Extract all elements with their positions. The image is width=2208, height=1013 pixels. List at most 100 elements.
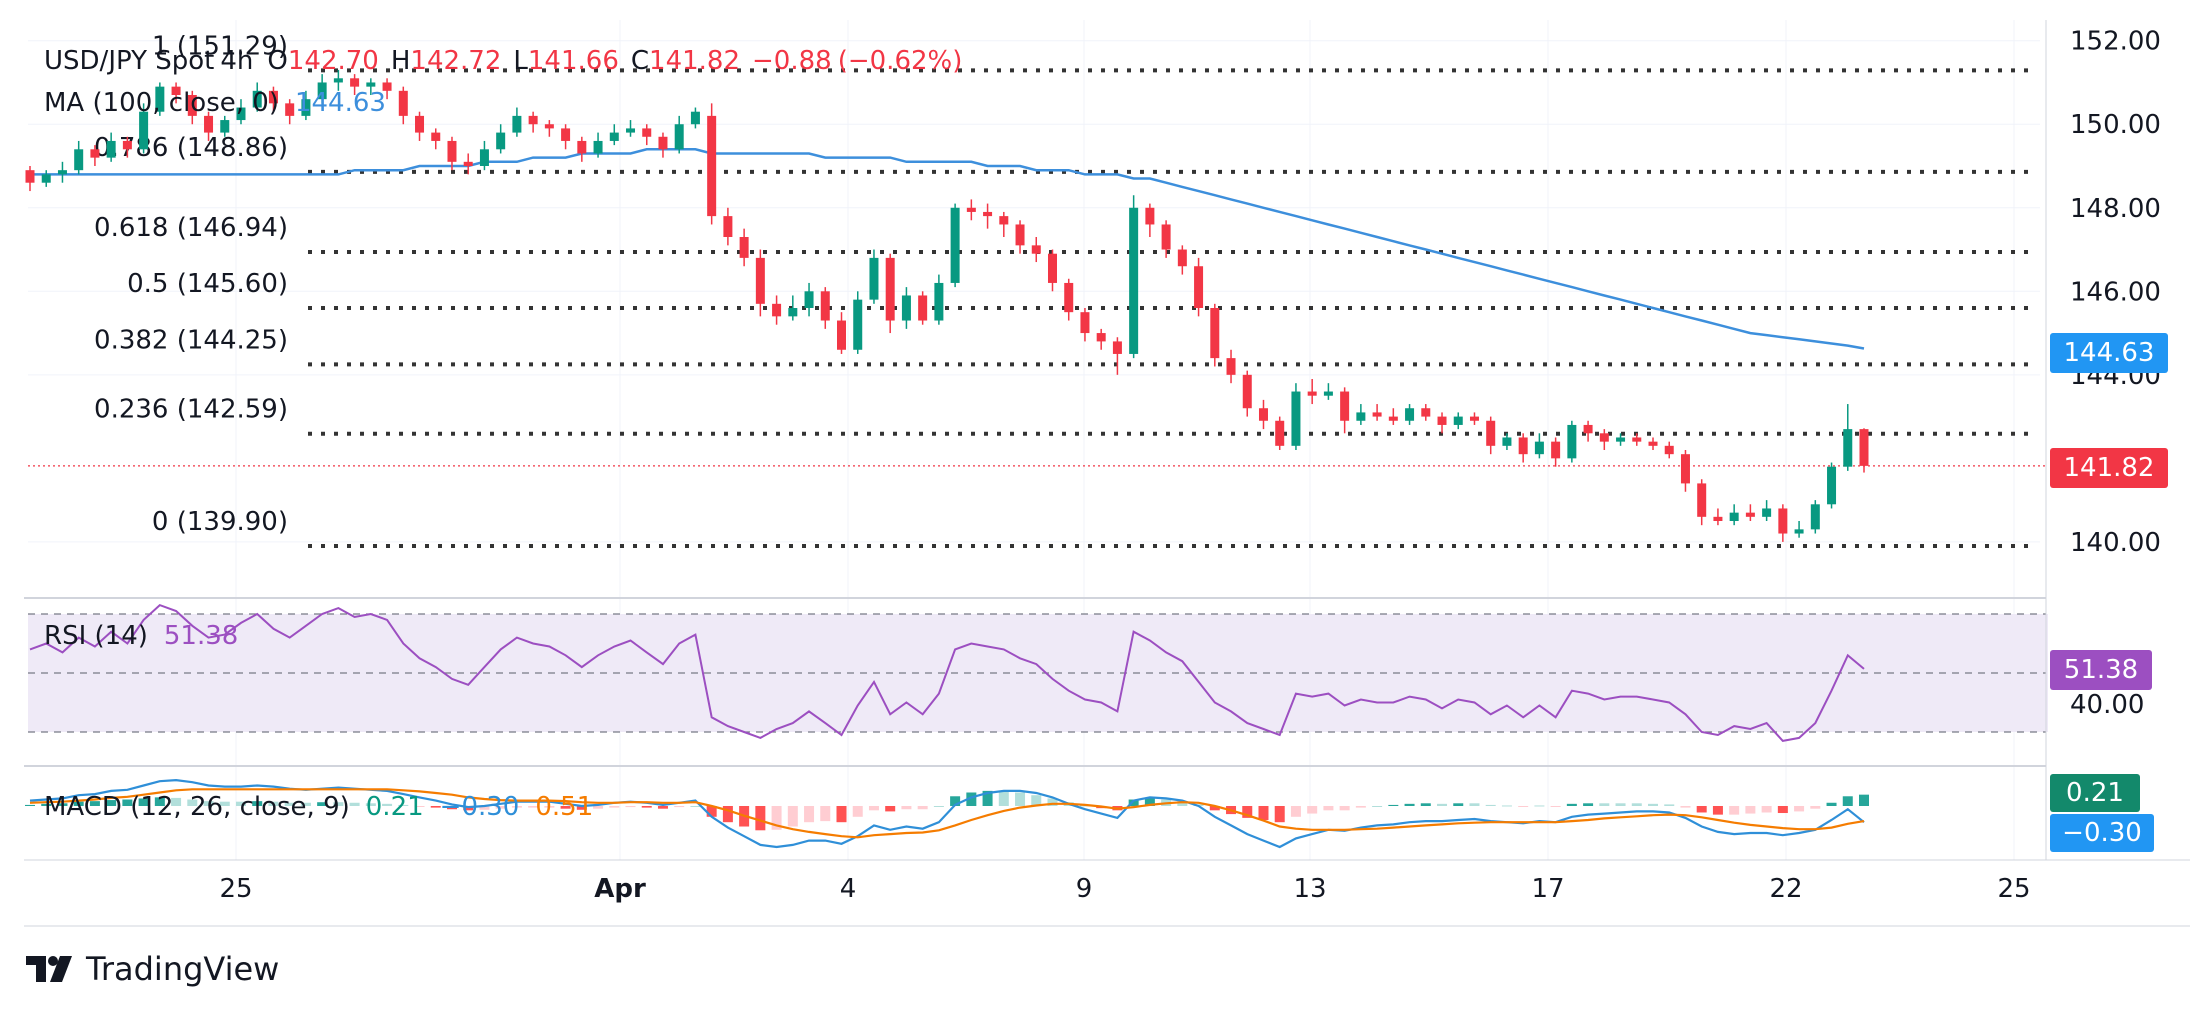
macd-histogram-bar bbox=[1144, 798, 1155, 806]
macd-histogram-bar bbox=[1566, 803, 1577, 806]
candle-down bbox=[1112, 341, 1122, 354]
candle-down bbox=[1161, 224, 1171, 250]
candle-down bbox=[707, 115, 717, 217]
open-value: 142.70 bbox=[287, 46, 379, 76]
macd-pane bbox=[25, 778, 1869, 849]
candle-up bbox=[41, 174, 51, 183]
candle-up bbox=[934, 282, 944, 321]
macd-histogram-bar bbox=[1031, 795, 1042, 806]
macd-histogram-bar bbox=[106, 800, 117, 806]
macd-histogram-bar bbox=[868, 806, 879, 811]
candle-down bbox=[1096, 333, 1106, 342]
macd-histogram-bar bbox=[1859, 794, 1869, 806]
candle-down bbox=[1680, 454, 1690, 484]
candle-up bbox=[1291, 391, 1301, 446]
fib-level-label: 0.236 (142.59) bbox=[94, 395, 288, 425]
macd-histogram-bar bbox=[755, 806, 766, 831]
macd-histogram-bar bbox=[1518, 806, 1529, 807]
candle-down bbox=[642, 128, 652, 137]
macd-histogram-bar bbox=[430, 806, 441, 808]
candle-down bbox=[1664, 445, 1674, 455]
candle-up bbox=[496, 132, 506, 150]
macd-histogram-bar bbox=[1339, 806, 1350, 811]
x-tick-label: 9 bbox=[1076, 874, 1093, 904]
macd-histogram-bar bbox=[41, 803, 52, 806]
candle-up bbox=[366, 82, 376, 87]
macd-histogram-bar bbox=[1712, 806, 1723, 815]
macd-histogram-bar bbox=[885, 806, 896, 812]
open-label: O bbox=[267, 46, 288, 76]
candle-down bbox=[1340, 391, 1350, 421]
candle-up bbox=[1405, 408, 1415, 421]
grid-lines bbox=[28, 20, 2040, 860]
macd-histogram-bar bbox=[1469, 803, 1480, 806]
ma-value: 144.63 bbox=[294, 88, 386, 118]
candle-down bbox=[1064, 282, 1074, 313]
fib-level-label: 0.618 (146.94) bbox=[94, 213, 288, 243]
candle-up bbox=[1567, 424, 1577, 459]
macd-histogram-bar bbox=[1177, 801, 1188, 806]
change-value: −0.88 bbox=[752, 46, 832, 76]
macd-histogram-bar bbox=[1209, 806, 1220, 811]
macd-histogram-bar bbox=[1242, 806, 1253, 818]
macd-histogram-bar bbox=[560, 806, 571, 809]
macd-histogram-bar bbox=[933, 806, 944, 807]
tradingview-logo[interactable]: TradingView bbox=[26, 950, 279, 988]
candle-up bbox=[804, 291, 814, 308]
candle-down bbox=[1437, 416, 1447, 425]
candle-up bbox=[317, 82, 327, 100]
candle-up bbox=[57, 170, 67, 175]
macd-histogram-bar bbox=[706, 806, 717, 817]
macd-histogram-bar bbox=[1680, 806, 1691, 808]
change-percent: (−0.62%) bbox=[837, 46, 963, 76]
low-value: 141.66 bbox=[527, 46, 619, 76]
candle-down bbox=[1551, 441, 1561, 459]
macd-histogram-bar bbox=[1355, 806, 1366, 808]
candle-down bbox=[1486, 420, 1496, 446]
candle-up bbox=[155, 86, 165, 112]
macd-label: MACD (12, 26, close, 9) bbox=[44, 792, 350, 822]
candle-up bbox=[301, 99, 311, 116]
macd-histogram-bar bbox=[187, 799, 198, 806]
price-tick-label: 150.00 bbox=[2070, 110, 2161, 140]
candle-down bbox=[285, 103, 295, 116]
candle-down bbox=[983, 211, 993, 217]
macd-histogram-bar bbox=[235, 801, 246, 806]
price-tick-label: 148.00 bbox=[2070, 194, 2161, 224]
macd-histogram-bar bbox=[1761, 806, 1772, 813]
candle-down bbox=[544, 124, 554, 129]
candle-up bbox=[220, 120, 230, 133]
candle-up bbox=[1502, 437, 1512, 446]
macd-histogram-bar bbox=[917, 806, 928, 810]
macd-histogram-bar bbox=[609, 806, 620, 808]
candle-down bbox=[350, 78, 360, 87]
rsi-level-label: 40.00 bbox=[2070, 690, 2145, 720]
macd-histogram-bar bbox=[1534, 805, 1545, 807]
ma-label: MA (100, close, 0) bbox=[44, 88, 279, 118]
candle-up bbox=[593, 140, 603, 154]
candle-down bbox=[398, 90, 408, 116]
candle-down bbox=[837, 320, 847, 350]
candle-down bbox=[739, 237, 749, 258]
candle-down bbox=[25, 170, 35, 183]
fib-level-label: 0.382 (144.25) bbox=[94, 325, 288, 355]
candle-down bbox=[1713, 516, 1723, 521]
macd-histogram-bar bbox=[1323, 806, 1334, 811]
macd-histogram-bar bbox=[657, 806, 668, 809]
candle-down bbox=[1469, 416, 1479, 421]
candle-down bbox=[820, 291, 830, 321]
candle-down bbox=[447, 140, 457, 162]
axes: 25 Apr 4 9 13 17 22 25 152.00 150.00 148.00 146.00 1… bbox=[24, 20, 2190, 927]
macd-histogram-bar bbox=[154, 797, 165, 806]
macd-histogram-bar bbox=[1664, 804, 1675, 806]
macd-histogram-bar bbox=[1745, 806, 1756, 814]
high-value: 142.72 bbox=[410, 46, 502, 76]
macd-histogram-bar bbox=[1842, 796, 1853, 806]
macd-histogram-bar bbox=[1372, 806, 1383, 807]
candle-down bbox=[1226, 358, 1236, 375]
moving-average bbox=[30, 148, 1865, 350]
macd-line-badge: −0.30 bbox=[2050, 814, 2154, 852]
macd-histogram-bar bbox=[1274, 806, 1285, 823]
macd-histogram-bar bbox=[576, 806, 587, 810]
